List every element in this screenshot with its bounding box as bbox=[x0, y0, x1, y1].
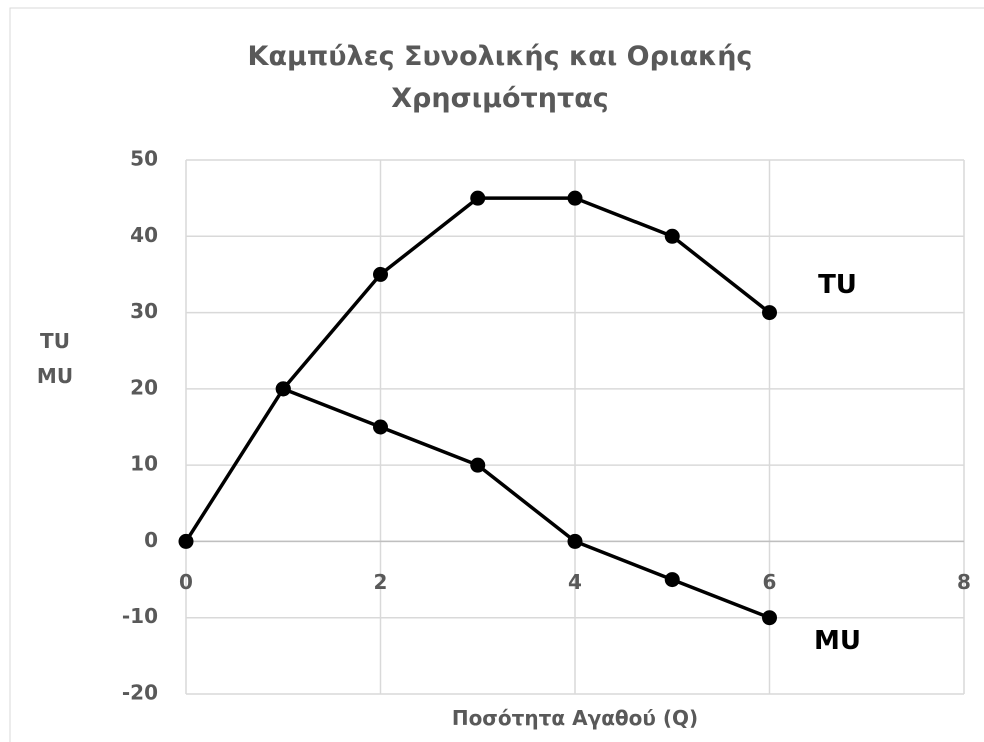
y-tick-label: 10 bbox=[130, 452, 158, 476]
y-axis-label: TU MU bbox=[36, 329, 74, 388]
x-tick-label: 6 bbox=[763, 570, 777, 594]
x-tick-label: 2 bbox=[374, 570, 388, 594]
y-tick-label: 50 bbox=[130, 147, 158, 171]
point-marker bbox=[470, 457, 486, 473]
point-marker bbox=[275, 381, 291, 397]
y-tick-label: 0 bbox=[144, 528, 158, 552]
series-line bbox=[184, 196, 771, 543]
point-marker bbox=[762, 305, 777, 321]
series-label: MU bbox=[814, 626, 861, 656]
y-tick-label: 20 bbox=[130, 375, 158, 399]
point-marker bbox=[373, 419, 388, 435]
y-tick-label: 30 bbox=[130, 299, 158, 323]
y-tick-label: -20 bbox=[122, 681, 158, 705]
series-line bbox=[282, 387, 771, 620]
chart-border bbox=[9, 7, 984, 742]
point-marker bbox=[373, 266, 388, 282]
x-tick-label: 4 bbox=[568, 570, 582, 594]
x-axis-label: Ποσότητα Αγαθού (Q) bbox=[451, 706, 699, 730]
point-marker bbox=[664, 228, 680, 244]
y-tick-label: 40 bbox=[130, 223, 158, 247]
point-marker bbox=[470, 190, 486, 206]
point-marker bbox=[567, 190, 583, 206]
point-marker bbox=[567, 533, 583, 549]
x-tick-label: 0 bbox=[179, 570, 193, 594]
x-tick-label: 8 bbox=[957, 570, 971, 594]
point-marker bbox=[178, 533, 194, 549]
point-marker bbox=[664, 572, 680, 588]
y-tick-label: -10 bbox=[122, 604, 158, 628]
series-label: TU bbox=[818, 270, 857, 300]
chart-title: Καμπύλες Συνολικής και Οριακής Χρησιμότη… bbox=[247, 41, 753, 114]
point-marker bbox=[762, 610, 777, 626]
